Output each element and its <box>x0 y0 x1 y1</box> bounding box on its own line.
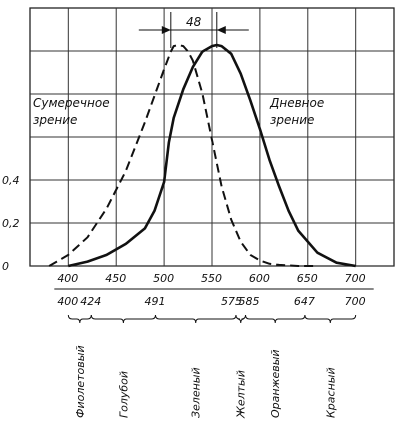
x-axis-ticks: 400 450 500 550 600 650 700 <box>54 272 374 290</box>
x-tick-label: 650 <box>297 272 318 285</box>
band-label: Красный <box>324 367 337 418</box>
color-bands: Фиолетовый Голубой Зеленый Желтый Оранжевый К… <box>67 314 357 419</box>
x-tick-label: 450 <box>105 272 126 285</box>
photopic-label-line2: зрение <box>270 113 314 127</box>
x-tick-label: 400 <box>57 272 78 285</box>
boundary-tick-label: 585 <box>239 295 260 308</box>
boundary-tick-label: 700 <box>345 295 366 308</box>
band-label: Голубой <box>117 371 130 418</box>
band-bracket <box>67 314 92 324</box>
scotopic-label-line1: Сумеречное <box>33 96 110 110</box>
band-bracket <box>90 314 156 324</box>
band-label: Фиолетовый <box>74 345 87 418</box>
boundary-tick-label: 575 <box>221 295 242 308</box>
x-tick-label: 550 <box>201 272 222 285</box>
scotopic-label-line2: зрение <box>33 113 77 127</box>
peak-shift-label: 48 <box>186 15 202 29</box>
y-tick-label: 0 <box>2 260 9 273</box>
x-tick-label: 700 <box>345 272 366 285</box>
band-label: Оранжевый <box>269 349 282 418</box>
shift-arrowhead-right <box>216 26 226 34</box>
chart-curves <box>48 12 356 268</box>
band-label: Зеленый <box>190 367 203 418</box>
band-bracket <box>245 314 306 324</box>
band-bracket <box>304 314 357 324</box>
band-bracket <box>235 314 247 324</box>
chart-annotations: Сумеречное зрение Дневное зрение 48 <box>33 15 324 127</box>
photopic-label-line1: Дневное <box>269 96 324 110</box>
boundary-tick-label: 400 <box>57 295 78 308</box>
x-tick-label: 500 <box>153 272 174 285</box>
shift-arrowhead-left <box>161 26 171 34</box>
scotopic-curve <box>48 44 318 267</box>
photopic-curve <box>68 43 356 268</box>
boundary-tick-label: 647 <box>294 295 315 308</box>
chart-grid: 0 0,2 0,4 <box>2 7 395 273</box>
band-bracket <box>154 314 237 324</box>
boundary-tick-label: 424 <box>80 295 101 308</box>
y-tick-label: 0,4 <box>2 174 20 187</box>
y-tick-label: 0,2 <box>2 217 20 230</box>
boundary-tick-label: 491 <box>144 295 165 308</box>
band-label: Желтый <box>235 370 248 419</box>
x-tick-label: 600 <box>249 272 270 285</box>
